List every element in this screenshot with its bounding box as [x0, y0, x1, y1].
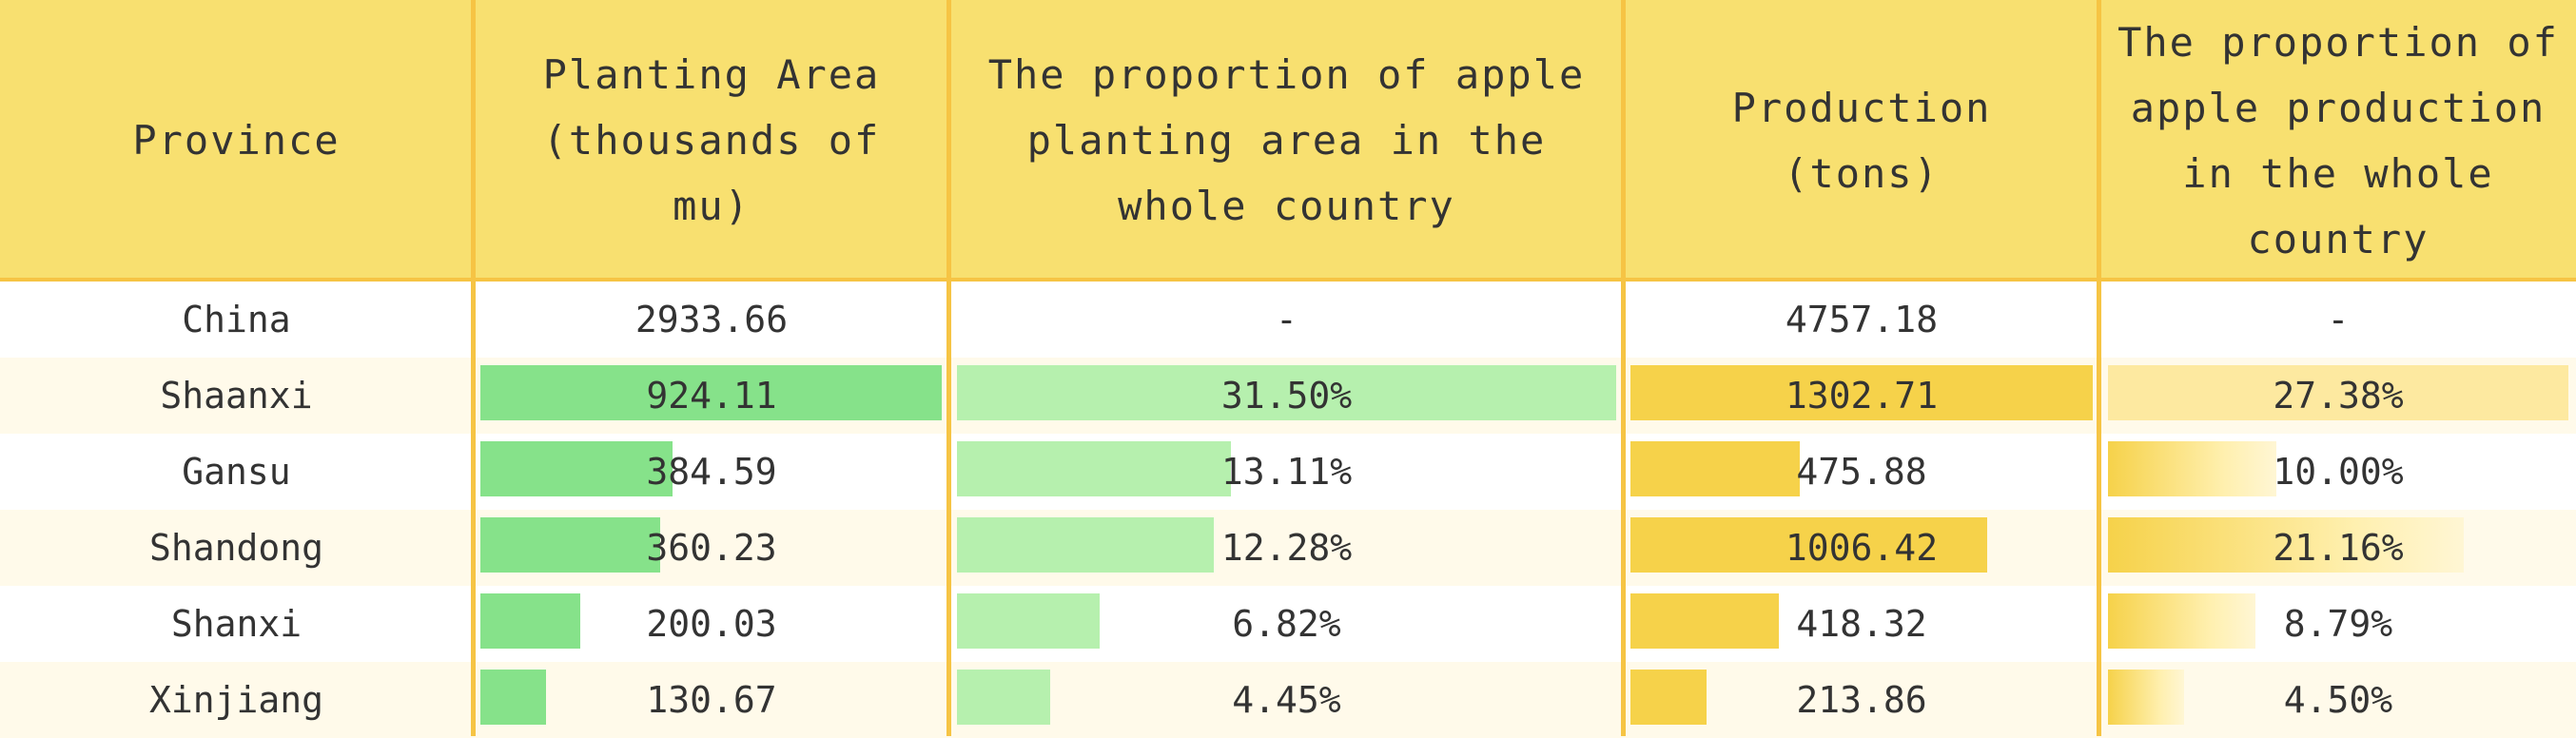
- cell-area: 200.03: [646, 603, 777, 645]
- table-row: Shanxi 200.03 6.82% 418.32 8.79%: [0, 586, 2576, 662]
- cell-area-share: 31.50%: [1220, 375, 1353, 417]
- cell-area-share: 12.28%: [1220, 527, 1353, 569]
- cell-production-share: 27.38%: [2273, 375, 2404, 417]
- header-production: Production (tons): [1731, 84, 1992, 197]
- cell-province: China: [182, 299, 291, 340]
- cell-production-share: -: [2327, 299, 2350, 340]
- cell-area: 360.23: [646, 527, 777, 569]
- data-bar-area-share: [957, 593, 1100, 649]
- cell-area: 384.59: [646, 451, 777, 493]
- data-bar-production: [1630, 441, 1800, 496]
- cell-province: Shaanxi: [160, 375, 313, 417]
- data-bar-area: [480, 593, 580, 649]
- cell-production-share: 10.00%: [2273, 451, 2404, 493]
- header-area-proportion: The proportion of apple planting area in…: [987, 51, 1586, 229]
- cell-area: 924.11: [646, 375, 777, 417]
- data-bar-production-share: [2108, 365, 2568, 420]
- cell-area-share: 13.11%: [1220, 451, 1353, 493]
- cell-production: 1302.71: [1785, 375, 1939, 417]
- column-divider: [946, 0, 951, 736]
- table-row: Shaanxi 924.11 31.50% 1302.71 27.38%: [0, 358, 2576, 434]
- data-bar-production: [1630, 517, 1987, 573]
- data-bar-production-share: [2108, 593, 2255, 649]
- cell-production: 213.86: [1796, 679, 1927, 721]
- data-bar-production-share: [2108, 441, 2276, 496]
- data-bar-production: [1630, 365, 2093, 420]
- cell-production: 4757.18: [1785, 299, 1939, 340]
- table-row: Xinjiang 130.67 4.45% 213.86 4.50%: [0, 662, 2576, 738]
- header-divider: [0, 278, 2576, 282]
- header-production-proportion: The proportion of apple production in th…: [2117, 18, 2559, 262]
- cell-production-share: 4.50%: [2283, 679, 2393, 721]
- table-header: Province Planting Area (thousands of mu)…: [0, 0, 2576, 281]
- column-divider: [2097, 0, 2101, 736]
- data-bar-area: [480, 670, 546, 725]
- data-bar-area: [480, 441, 673, 496]
- cell-production: 1006.42: [1785, 527, 1939, 569]
- data-bar-area-share: [957, 517, 1214, 573]
- cell-area: 2933.66: [634, 299, 789, 340]
- cell-province: Gansu: [182, 451, 291, 493]
- cell-province: Shandong: [148, 527, 324, 569]
- table-row: Gansu 384.59 13.11% 475.88 10.00%: [0, 434, 2576, 510]
- table-row: China 2933.66 - 4757.18 -: [0, 282, 2576, 358]
- cell-area-share: -: [1276, 299, 1298, 340]
- cell-production-share: 8.79%: [2283, 603, 2393, 645]
- table-row: Shandong 360.23 12.28% 1006.42 21.16%: [0, 510, 2576, 586]
- data-bar-area: [480, 365, 942, 420]
- cell-production: 418.32: [1796, 603, 1927, 645]
- cell-area: 130.67: [646, 679, 777, 721]
- cell-province: Shanxi: [170, 603, 302, 645]
- header-planting-area: Planting Area (thousands of mu): [542, 51, 881, 229]
- column-divider: [471, 0, 476, 736]
- data-bar-production-share: [2108, 670, 2184, 725]
- cell-province: Xinjiang: [148, 679, 324, 721]
- cell-production-share: 21.16%: [2273, 527, 2404, 569]
- data-bar-production: [1630, 670, 1707, 725]
- data-bar-area-share: [957, 670, 1050, 725]
- cell-production: 475.88: [1796, 451, 1927, 493]
- header-province: Province: [132, 117, 341, 164]
- column-divider: [1621, 0, 1626, 736]
- data-bar-area-share: [957, 365, 1616, 420]
- cell-area-share: 6.82%: [1232, 603, 1341, 645]
- data-bar-area-share: [957, 441, 1231, 496]
- cell-area-share: 4.45%: [1232, 679, 1341, 721]
- data-bar-production: [1630, 593, 1779, 649]
- data-bar-area: [480, 517, 660, 573]
- data-bar-production-share: [2108, 517, 2464, 573]
